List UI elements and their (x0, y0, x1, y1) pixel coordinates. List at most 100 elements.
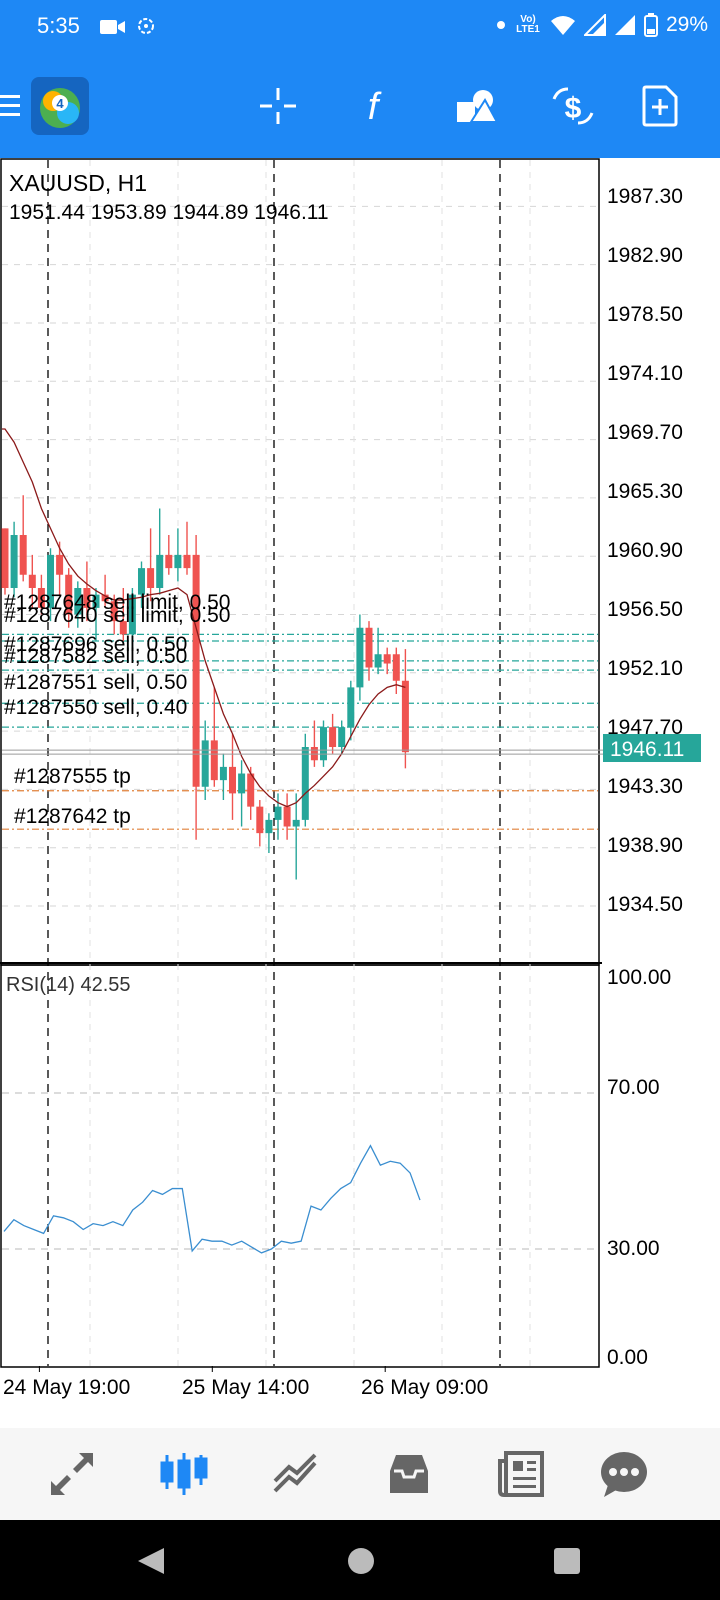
order-label[interactable]: #1287550 sell, 0.40 (4, 696, 187, 719)
price-tick: 1969.70 (607, 421, 683, 444)
back-icon[interactable] (136, 1546, 166, 1576)
candle-body (56, 554, 64, 575)
status-time: 5:35 (37, 13, 80, 38)
price-tick: 1943.30 (607, 775, 683, 798)
order-lines (2, 633, 598, 830)
candle-body (83, 588, 91, 608)
indicators-icon[interactable]: f (343, 76, 403, 136)
candle-body (138, 568, 145, 595)
chat-icon[interactable] (592, 1442, 656, 1506)
candle-body (28, 574, 36, 589)
candle-body (147, 568, 155, 589)
candle-body (128, 594, 136, 635)
price-tick: 1982.90 (607, 244, 683, 267)
candle-body (65, 574, 73, 615)
video-icon (100, 20, 125, 34)
chart-icon[interactable] (152, 1442, 216, 1506)
chart-area[interactable]: XAUUSD, H1 1951.44 1953.89 1944.89 1946.… (0, 158, 720, 1428)
wifi-icon (550, 16, 575, 35)
trade-icon[interactable] (264, 1442, 328, 1506)
crosshair-icon[interactable] (248, 76, 308, 136)
battery-icon (643, 13, 658, 37)
candle-body (74, 588, 82, 615)
svg-text:f: f (368, 86, 382, 126)
order-labels[interactable]: #1287640 sell limit, 0.50 #1287648 sell … (4, 591, 230, 719)
app-logo-icon[interactable]: 4 (30, 76, 90, 136)
home-icon[interactable] (346, 1546, 376, 1576)
rsi-tick: 30.00 (607, 1237, 660, 1260)
current-price-label: 1946.11 (610, 738, 684, 761)
order-label[interactable]: #1287648 sell limit, 0.50 (4, 591, 230, 614)
tp-label[interactable]: #1287555 tp (14, 765, 131, 788)
history-icon[interactable] (377, 1442, 441, 1506)
candle-body (347, 687, 355, 728)
candle-body (247, 773, 255, 807)
candle-body (356, 627, 364, 688)
time-tick: 24 May 19:00 (3, 1376, 130, 1399)
period-separators (38, 160, 501, 1372)
candle-body (274, 806, 282, 820)
candle-body (219, 766, 227, 781)
trade-icon[interactable]: $ (543, 76, 603, 136)
candle-body (238, 773, 246, 794)
news-icon[interactable] (489, 1442, 553, 1506)
candle-body (392, 654, 400, 681)
price-tick: 1974.10 (607, 362, 683, 385)
candle-body (338, 727, 346, 748)
price-tick: 1960.90 (607, 539, 683, 562)
volte-icon: Vo) LTE1 (516, 14, 540, 35)
candle-body (92, 594, 100, 608)
price-tick: 1938.90 (607, 834, 683, 857)
battery-percent: 29% (665, 13, 708, 36)
price-tick: 1978.50 (607, 303, 683, 326)
chart-toolbar: 4 f $ (0, 54, 720, 158)
candle-body (47, 554, 54, 608)
rsi-indicator (3, 1144, 421, 1254)
main-chart-frame (0, 158, 600, 966)
price-chart[interactable]: XAUUSD, H1 1951.44 1953.89 1944.89 1946.… (0, 158, 720, 1428)
tp-label[interactable]: #1287642 tp (14, 805, 131, 828)
order-label[interactable]: #1287551 sell, 0.50 (4, 671, 187, 694)
order-label[interactable]: #1287582 sell, 0.50 (4, 645, 187, 668)
candle-body (292, 819, 300, 827)
order-label[interactable]: #1287640 sell limit, 0.50 (4, 604, 230, 627)
current-price-line (2, 749, 603, 755)
candle-body (310, 747, 318, 761)
quotes-icon[interactable] (40, 1442, 104, 1506)
candles (1, 495, 409, 880)
candle-body (210, 740, 218, 781)
candle-body (192, 554, 200, 787)
candle-body (256, 806, 264, 834)
price-tick: 1987.30 (607, 185, 683, 208)
ohlc-label: 1951.44 1953.89 1944.89 1946.11 (9, 201, 329, 224)
price-tick: 1965.30 (607, 480, 683, 503)
current-price-tag (603, 734, 701, 762)
time-scale: 24 May 19:00 25 May 14:00 26 May 09:00 (3, 1376, 488, 1399)
moving-average (2, 428, 406, 808)
candle-body (283, 806, 291, 827)
rsi-frame (0, 964, 600, 1368)
candle-body (37, 588, 45, 608)
menu-icon[interactable] (0, 76, 42, 136)
recents-icon[interactable] (553, 1547, 581, 1575)
price-tick: 1952.10 (607, 657, 683, 680)
objects-icon[interactable] (447, 76, 507, 136)
candle-body (265, 819, 273, 834)
dot-icon (496, 21, 505, 29)
new-order-icon[interactable] (630, 76, 690, 136)
time-tick: 26 May 09:00 (361, 1376, 488, 1399)
price-tick: 1947.70 (607, 716, 683, 739)
candle-body (174, 554, 182, 569)
candle-body (329, 727, 337, 748)
order-label[interactable]: #1287696 sell, 0.50 (4, 633, 187, 656)
rsi-tick: 0.00 (607, 1346, 648, 1369)
candle-body (229, 766, 236, 794)
candle-body (320, 727, 327, 761)
candle-body (101, 594, 109, 602)
rsi-label: RSI(14) 42.55 (6, 974, 131, 996)
candle-body (110, 601, 118, 622)
grid (2, 160, 598, 1366)
candle-body (301, 747, 309, 820)
ma-line (2, 428, 406, 808)
candle-body (183, 554, 191, 569)
